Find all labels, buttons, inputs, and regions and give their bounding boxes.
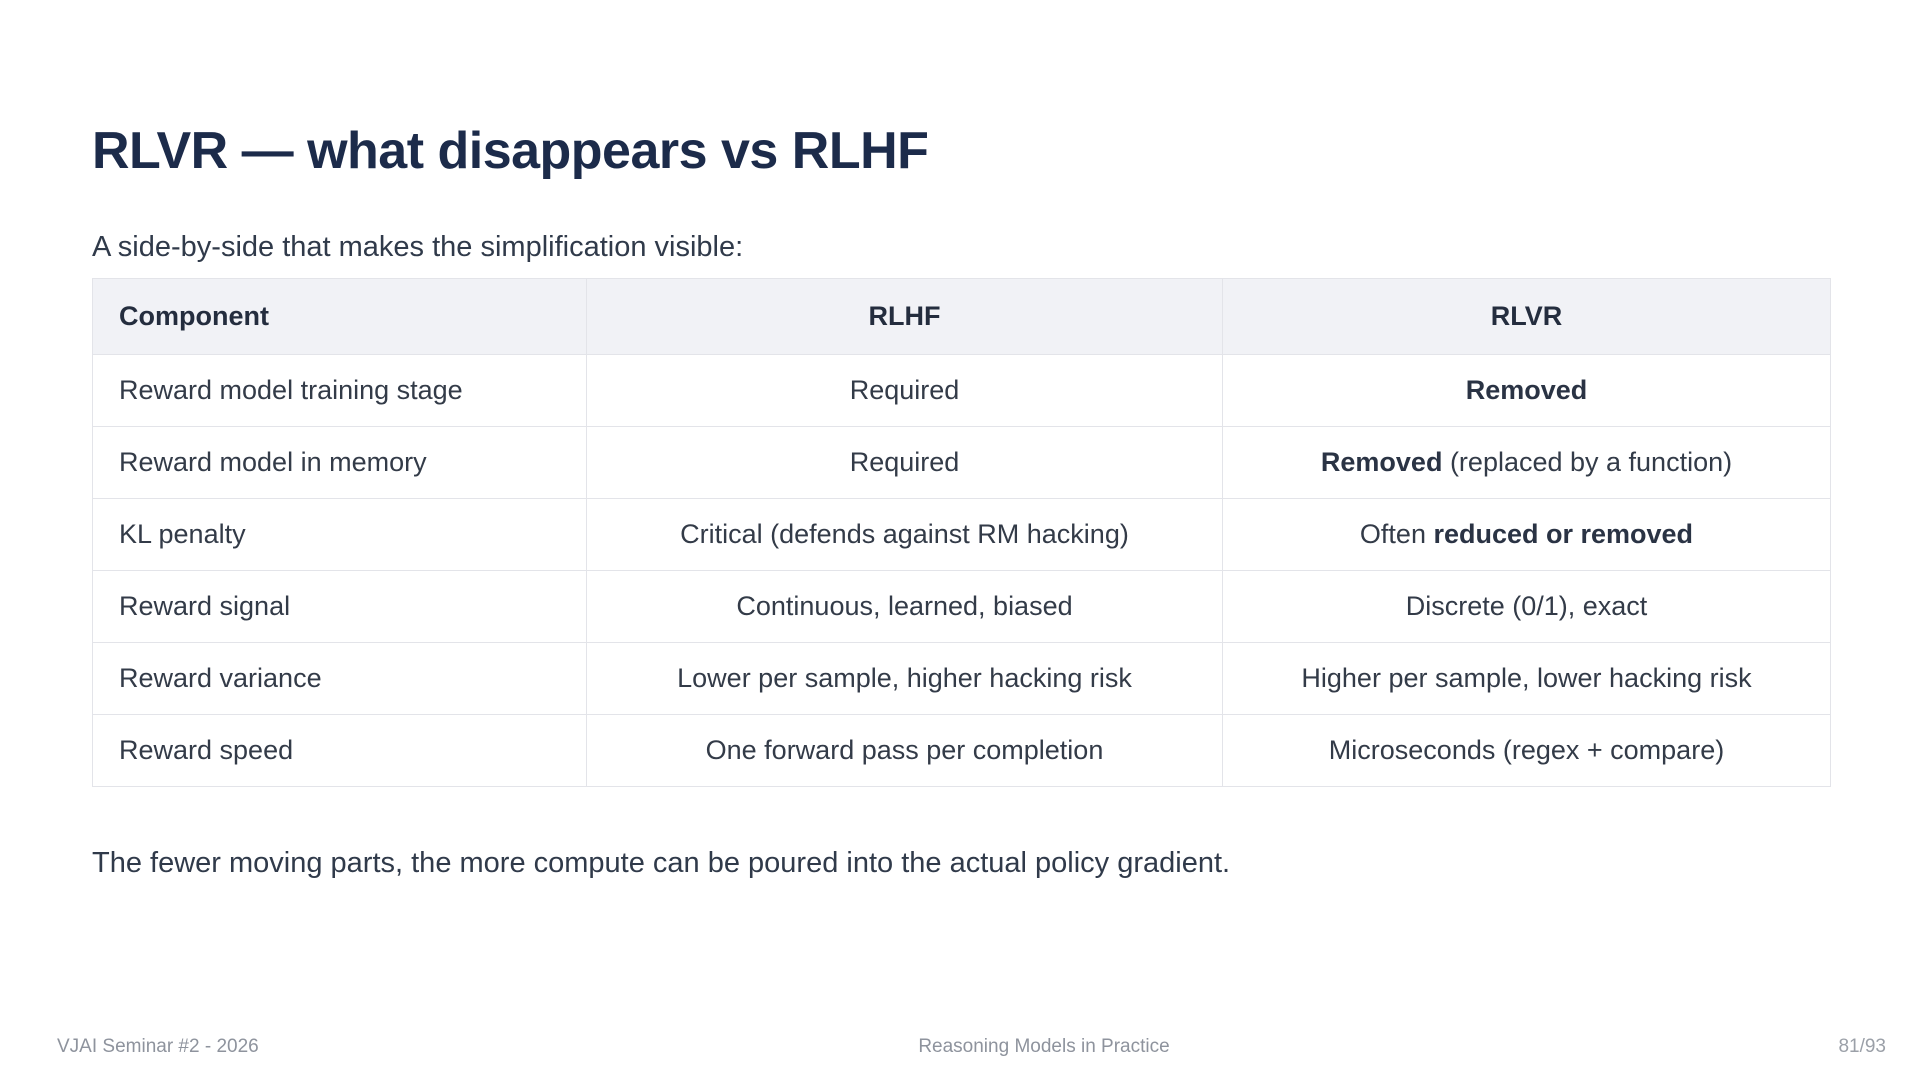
table-cell: KL penalty	[92, 498, 587, 571]
table-cell: Critical (defends against RM hacking)	[586, 498, 1223, 571]
table-row: KL penalty Critical (defends against RM h…	[92, 498, 1831, 571]
column-header-rlhf: RLHF	[586, 278, 1223, 355]
cell-text: Higher per sample, lower hacking risk	[1301, 663, 1752, 693]
table-row: Reward signal Continuous, learned, biased…	[92, 570, 1831, 643]
cell-text-bold: Removed	[1320, 447, 1443, 477]
page-number: 81/93	[1838, 1036, 1886, 1057]
table-cell: Reward model in memory	[92, 426, 587, 499]
column-header-component: Component	[92, 278, 587, 355]
cell-text: Reward model training stage	[119, 375, 463, 405]
comparison-table: Component RLHF RLVR Reward model trainin…	[92, 278, 1831, 787]
table-row: Reward variance Lower per sample, higher …	[92, 642, 1831, 715]
subtitle-text: A side-by-side that makes the simplifica…	[92, 231, 744, 263]
cell-text: Reward variance	[119, 663, 322, 693]
footer-deck-title: Reasoning Models in Practice	[918, 1036, 1170, 1057]
cell-text: Critical (defends against RM hacking)	[680, 519, 1129, 549]
cell-text: (replaced by a function)	[1442, 447, 1733, 477]
cell-text: Microseconds (regex + compare)	[1328, 735, 1725, 765]
cell-text: Reward speed	[119, 735, 294, 765]
page-title: RLVR — what disappears vs RLHF	[92, 121, 929, 180]
cell-text: KL penalty	[119, 519, 246, 549]
cell-text: Continuous, learned, biased	[736, 591, 1073, 621]
cell-text: Required	[849, 447, 960, 477]
table-row: Reward speed One forward pass per complet…	[92, 714, 1831, 787]
cell-text: Required	[849, 375, 960, 405]
table-cell: Required	[586, 426, 1223, 499]
table-row: Reward model in memory Required Removed (r…	[92, 426, 1831, 499]
table-cell: Microseconds (regex + compare)	[1222, 714, 1831, 787]
table-cell: One forward pass per completion	[586, 714, 1223, 787]
cell-text: Reward signal	[119, 591, 291, 621]
closing-text: The fewer moving parts, the more compute…	[92, 847, 1231, 879]
cell-text-bold: Removed	[1465, 375, 1588, 405]
table-cell: Removed (replaced by a function)	[1222, 426, 1831, 499]
table-header-row: Component RLHF RLVR	[92, 278, 1831, 355]
table-cell: Reward speed	[92, 714, 587, 787]
cell-text-bold: reduced or removed	[1433, 519, 1694, 549]
table-cell: Continuous, learned, biased	[586, 570, 1223, 643]
table-cell: Lower per sample, higher hacking risk	[586, 642, 1223, 715]
table-cell: Reward model training stage	[92, 354, 587, 427]
table-cell: Removed	[1222, 354, 1831, 427]
footer-seminar-label: VJAI Seminar #2 - 2026	[57, 1036, 259, 1057]
table-row: Reward model training stage Required Remov…	[92, 354, 1831, 427]
cell-text: Reward model in memory	[119, 447, 427, 477]
cell-text: Often	[1359, 519, 1434, 549]
cell-text: One forward pass per completion	[705, 735, 1104, 765]
cell-text: Discrete (0/1), exact	[1405, 591, 1648, 621]
table-cell: Required	[586, 354, 1223, 427]
table-cell: Discrete (0/1), exact	[1222, 570, 1831, 643]
table-cell: Reward signal	[92, 570, 587, 643]
table-body: Reward model training stage Required Remov…	[92, 354, 1831, 787]
cell-text: Lower per sample, higher hacking risk	[677, 663, 1132, 693]
table-cell: Reward variance	[92, 642, 587, 715]
table-cell: Higher per sample, lower hacking risk	[1222, 642, 1831, 715]
table-cell: Often reduced or removed	[1222, 498, 1831, 571]
column-header-rlvr: RLVR	[1222, 278, 1831, 355]
